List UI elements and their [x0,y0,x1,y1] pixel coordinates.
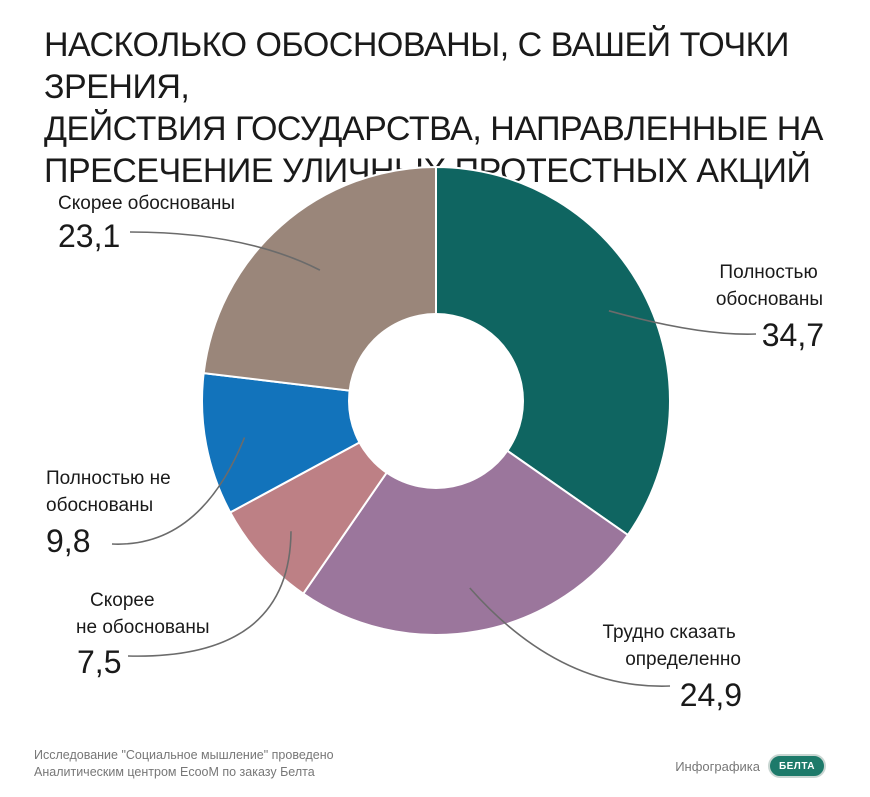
slice-fully-justified [435,165,671,537]
source-note: Исследование "Социальное мышление" прове… [34,747,334,781]
slice-label-fully-unjustified: Полностью не обоснованы [46,468,176,516]
slice-label-hard-to-say: Трудно сказать определенно [602,622,741,670]
leader-line-rather-justified [129,231,321,271]
leader-line-hard-to-say [469,587,671,687]
chart-title: НАСКОЛЬКО ОБОСНОВАНЫ, С ВАШЕЙ ТОЧКИ ЗРЕН… [44,24,824,192]
slice-hard-to-say [301,399,630,636]
slice-value-fully-unjustified: 9,8 [46,523,90,559]
donut-hole [348,313,524,489]
title-line-1: НАСКОЛЬКО ОБОСНОВАНЫ, С ВАШЕЙ ТОЧКИ ЗРЕН… [44,26,789,106]
credit-label: Инфографика [675,758,760,774]
slice-value-rather-unjustified: 7,5 [77,644,121,680]
title-line-2: ДЕЙСТВИЯ ГОСУДАРСТВА, НАПРАВЛЕННЫЕ НА [44,110,823,148]
source-line-2: Аналитическим центром EcooM по заказу Бе… [34,765,315,779]
donut-chart: Полностью обоснованы 34,7 Трудно сказать… [46,165,824,713]
slice-value-hard-to-say: 24,9 [680,677,742,713]
slice-value-rather-justified: 23,1 [58,218,120,254]
source-line-1: Исследование "Социальное мышление" прове… [34,748,334,762]
logo-text: БЕЛТА [778,760,816,772]
slice-value-fully-justified: 34,7 [762,317,824,353]
credit: Инфографика БЕЛТА [675,754,826,778]
leader-line-rather-unjustified [127,531,292,657]
leader-lines [111,231,757,687]
slice-label-fully-justified: Полностью обоснованы [716,262,823,310]
belta-logo: БЕЛТА [768,754,826,778]
leader-line-fully-unjustified [111,437,246,545]
slice-label-rather-justified: Скорее обоснованы [58,193,235,214]
slice-label-rather-unjustified: Скорее не обоснованы [76,590,210,638]
leader-line-fully-justified [608,310,757,335]
